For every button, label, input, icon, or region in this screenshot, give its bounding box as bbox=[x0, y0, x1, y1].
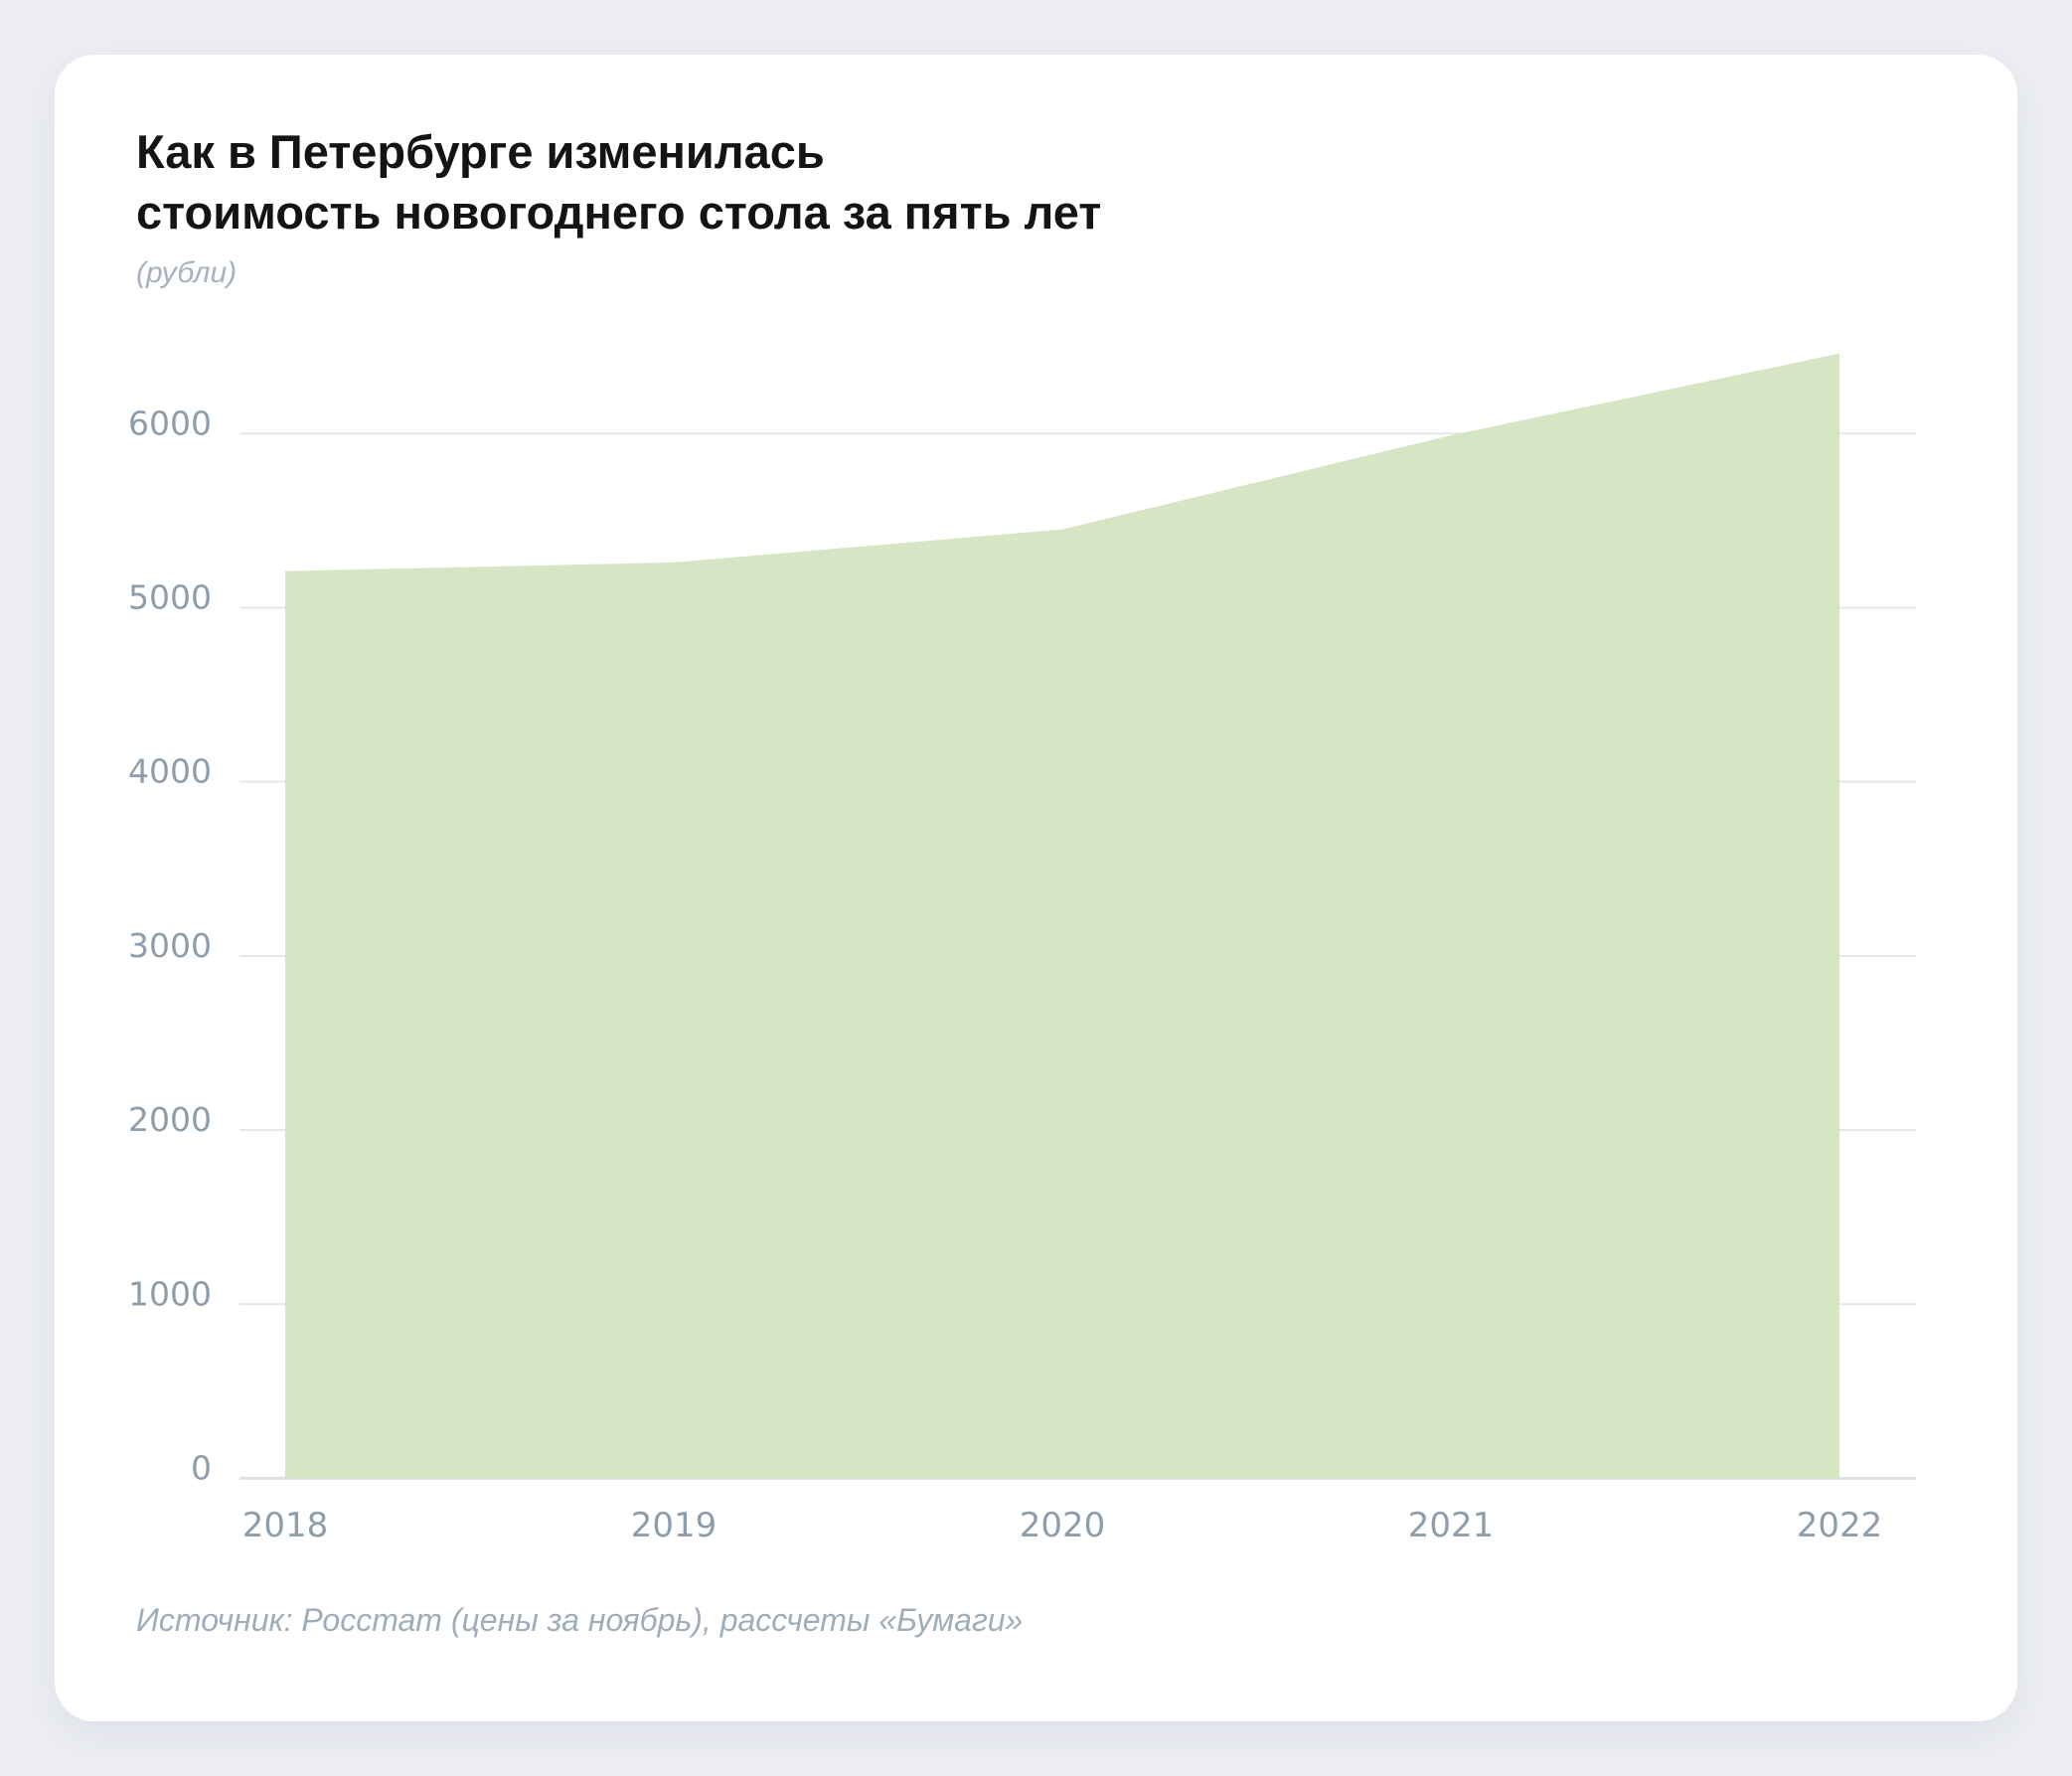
y-tick-label: 4000 bbox=[128, 752, 212, 791]
y-tick-label: 5000 bbox=[128, 577, 212, 616]
y-tick-label: 1000 bbox=[128, 1274, 212, 1313]
title-line-1: Как в Петербурге изменилась bbox=[136, 125, 825, 178]
y-tick-label: 3000 bbox=[128, 926, 212, 965]
page-title: Как в Петербурге изменилась стоимость но… bbox=[136, 121, 1101, 242]
y-tick-label: 2000 bbox=[128, 1100, 212, 1139]
x-tick-label: 2020 bbox=[1020, 1506, 1106, 1545]
x-tick-label: 2019 bbox=[631, 1506, 717, 1545]
source-note: Источник: Росстат (цены за ноябрь), расс… bbox=[136, 1602, 1024, 1638]
x-tick-label: 2021 bbox=[1408, 1506, 1495, 1545]
y-tick-label: 6000 bbox=[128, 404, 212, 442]
price-area-series bbox=[285, 353, 1839, 1479]
chart-units-label: (рубли) bbox=[136, 256, 238, 289]
title-line-2: стоимость новогоднего стола за пять лет bbox=[136, 186, 1102, 239]
x-tick-label: 2022 bbox=[1797, 1506, 1883, 1545]
x-tick-label: 2018 bbox=[242, 1506, 329, 1545]
y-tick-label: 0 bbox=[191, 1449, 212, 1488]
